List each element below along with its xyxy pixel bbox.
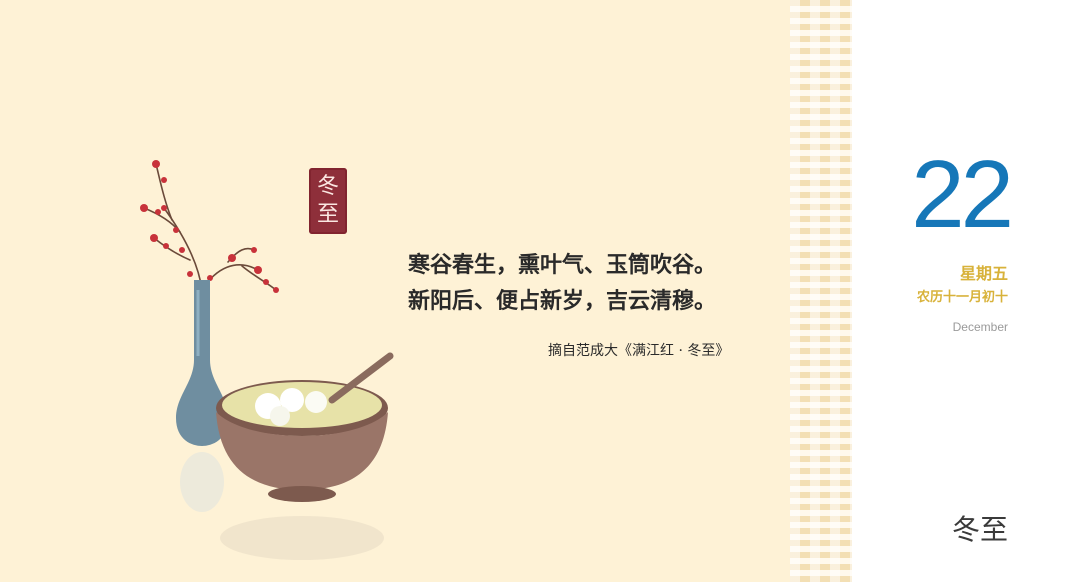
poem-line-2: 新阳后、便占新岁，吉云清穆。 (408, 289, 717, 314)
weekday-label: 星期五 (959, 264, 1008, 283)
poem-attribution: 摘自范成大《满江红 · 冬至》 (548, 343, 730, 359)
tangyuan-bowl-graphic (216, 352, 394, 560)
date-panel (852, 0, 1080, 582)
poem-text: 寒谷春生，熏叶气、玉筒吹谷。 新阳后、便占新岁，吉云清穆。 (408, 248, 778, 320)
lunar-date: 农历十一月初十 (916, 290, 1008, 305)
seal-char-top: 冬 (316, 174, 339, 199)
plum-blossom-dots (140, 160, 279, 293)
vase-graphic (176, 280, 228, 512)
poem-line-1: 寒谷春生，熏叶气、玉筒吹谷。 (408, 253, 717, 278)
winter-solstice-illustration (140, 160, 394, 560)
month-name: December (952, 320, 1008, 334)
solar-term-seal: 冬 至 (309, 168, 347, 234)
day-number: 22 (911, 141, 1014, 248)
solar-term-label: 冬至 (951, 513, 1008, 546)
illustration-panel: 冬 至 寒谷春生，熏叶气、玉筒吹谷。 新阳后、便占新岁，吉云清穆。 摘自范成大《… (140, 160, 778, 560)
binding-strip (790, 0, 852, 582)
seal-char-bottom: 至 (316, 202, 339, 227)
